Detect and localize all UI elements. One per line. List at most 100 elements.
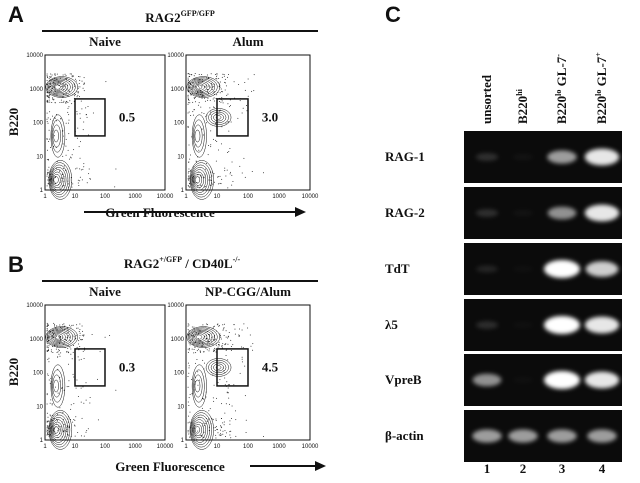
event (79, 323, 81, 325)
event (66, 431, 68, 433)
event (68, 183, 70, 185)
event (220, 101, 222, 103)
panel-title: RAG2+/GFP / CD40L-/- (124, 255, 241, 271)
event (54, 73, 56, 75)
event (203, 398, 205, 400)
event (218, 85, 220, 87)
event (190, 169, 192, 171)
contour (190, 79, 213, 95)
event (65, 92, 67, 94)
event (231, 174, 233, 176)
event (48, 140, 50, 142)
event (224, 167, 226, 169)
event (218, 101, 220, 103)
contour (189, 78, 215, 96)
event (73, 376, 75, 378)
event (74, 425, 76, 427)
event (189, 102, 191, 104)
event (74, 95, 76, 97)
event (217, 323, 219, 325)
event (81, 417, 83, 419)
event (187, 329, 189, 331)
event (203, 351, 205, 353)
event (231, 184, 233, 186)
event (194, 101, 196, 103)
event (188, 433, 190, 435)
event (211, 336, 213, 338)
plot-title: Naive (89, 34, 121, 49)
event (204, 97, 206, 99)
event (68, 324, 70, 326)
event (209, 107, 211, 109)
event (206, 74, 208, 76)
event (203, 95, 205, 97)
event (216, 73, 218, 75)
event (115, 389, 117, 391)
event (227, 93, 229, 95)
event (83, 402, 85, 404)
gate-value: 0.3 (119, 360, 136, 375)
event (59, 407, 61, 409)
event (210, 82, 212, 84)
event (229, 173, 231, 175)
event (218, 77, 220, 79)
event (50, 399, 52, 401)
event (67, 149, 69, 151)
band (508, 429, 538, 443)
event (83, 121, 85, 123)
event (199, 350, 201, 352)
event (64, 73, 66, 75)
event (228, 331, 230, 333)
event (47, 77, 49, 79)
event (109, 334, 111, 336)
event (238, 334, 240, 336)
event (71, 76, 73, 78)
event (54, 324, 56, 326)
event (62, 93, 64, 95)
contour (195, 84, 203, 90)
event (70, 157, 72, 159)
event (50, 415, 52, 417)
contour (53, 129, 59, 143)
event (210, 111, 212, 113)
event (188, 415, 190, 417)
event (214, 325, 216, 327)
contour (51, 169, 65, 191)
y-tick-label: 1000 (171, 87, 185, 93)
event (210, 113, 212, 115)
event (214, 74, 216, 76)
event (77, 182, 79, 184)
event (227, 384, 229, 386)
event (188, 367, 190, 369)
event (62, 167, 64, 169)
event (203, 112, 205, 114)
event (57, 351, 59, 353)
event (194, 346, 196, 348)
y-tick-label: 10000 (26, 303, 43, 309)
event (188, 185, 190, 187)
event (196, 358, 198, 360)
event (225, 85, 227, 87)
contour (193, 374, 203, 398)
event (70, 408, 72, 410)
contour (53, 426, 59, 434)
event (239, 372, 241, 374)
event (215, 426, 217, 428)
event (206, 89, 208, 91)
event (46, 118, 48, 120)
event (85, 399, 87, 401)
event (87, 105, 89, 107)
event (216, 324, 218, 326)
event (71, 186, 73, 188)
band (544, 371, 580, 389)
contour (191, 414, 210, 446)
event (199, 351, 201, 353)
event (193, 75, 195, 77)
event (198, 149, 200, 151)
event (72, 183, 74, 185)
event (77, 356, 79, 358)
event (62, 155, 64, 157)
event (241, 361, 243, 363)
event (221, 345, 223, 347)
header-sup: + (594, 52, 603, 57)
